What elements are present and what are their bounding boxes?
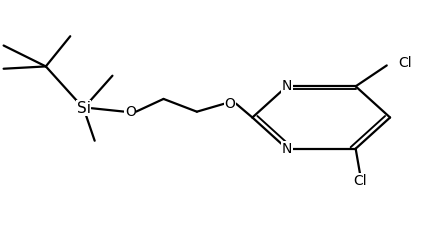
Text: N: N	[282, 142, 292, 156]
Text: N: N	[282, 79, 292, 93]
Text: Si: Si	[76, 101, 91, 116]
Text: Cl: Cl	[353, 174, 367, 188]
Text: Cl: Cl	[398, 56, 412, 70]
Text: O: O	[125, 105, 135, 119]
Text: O: O	[225, 97, 236, 110]
